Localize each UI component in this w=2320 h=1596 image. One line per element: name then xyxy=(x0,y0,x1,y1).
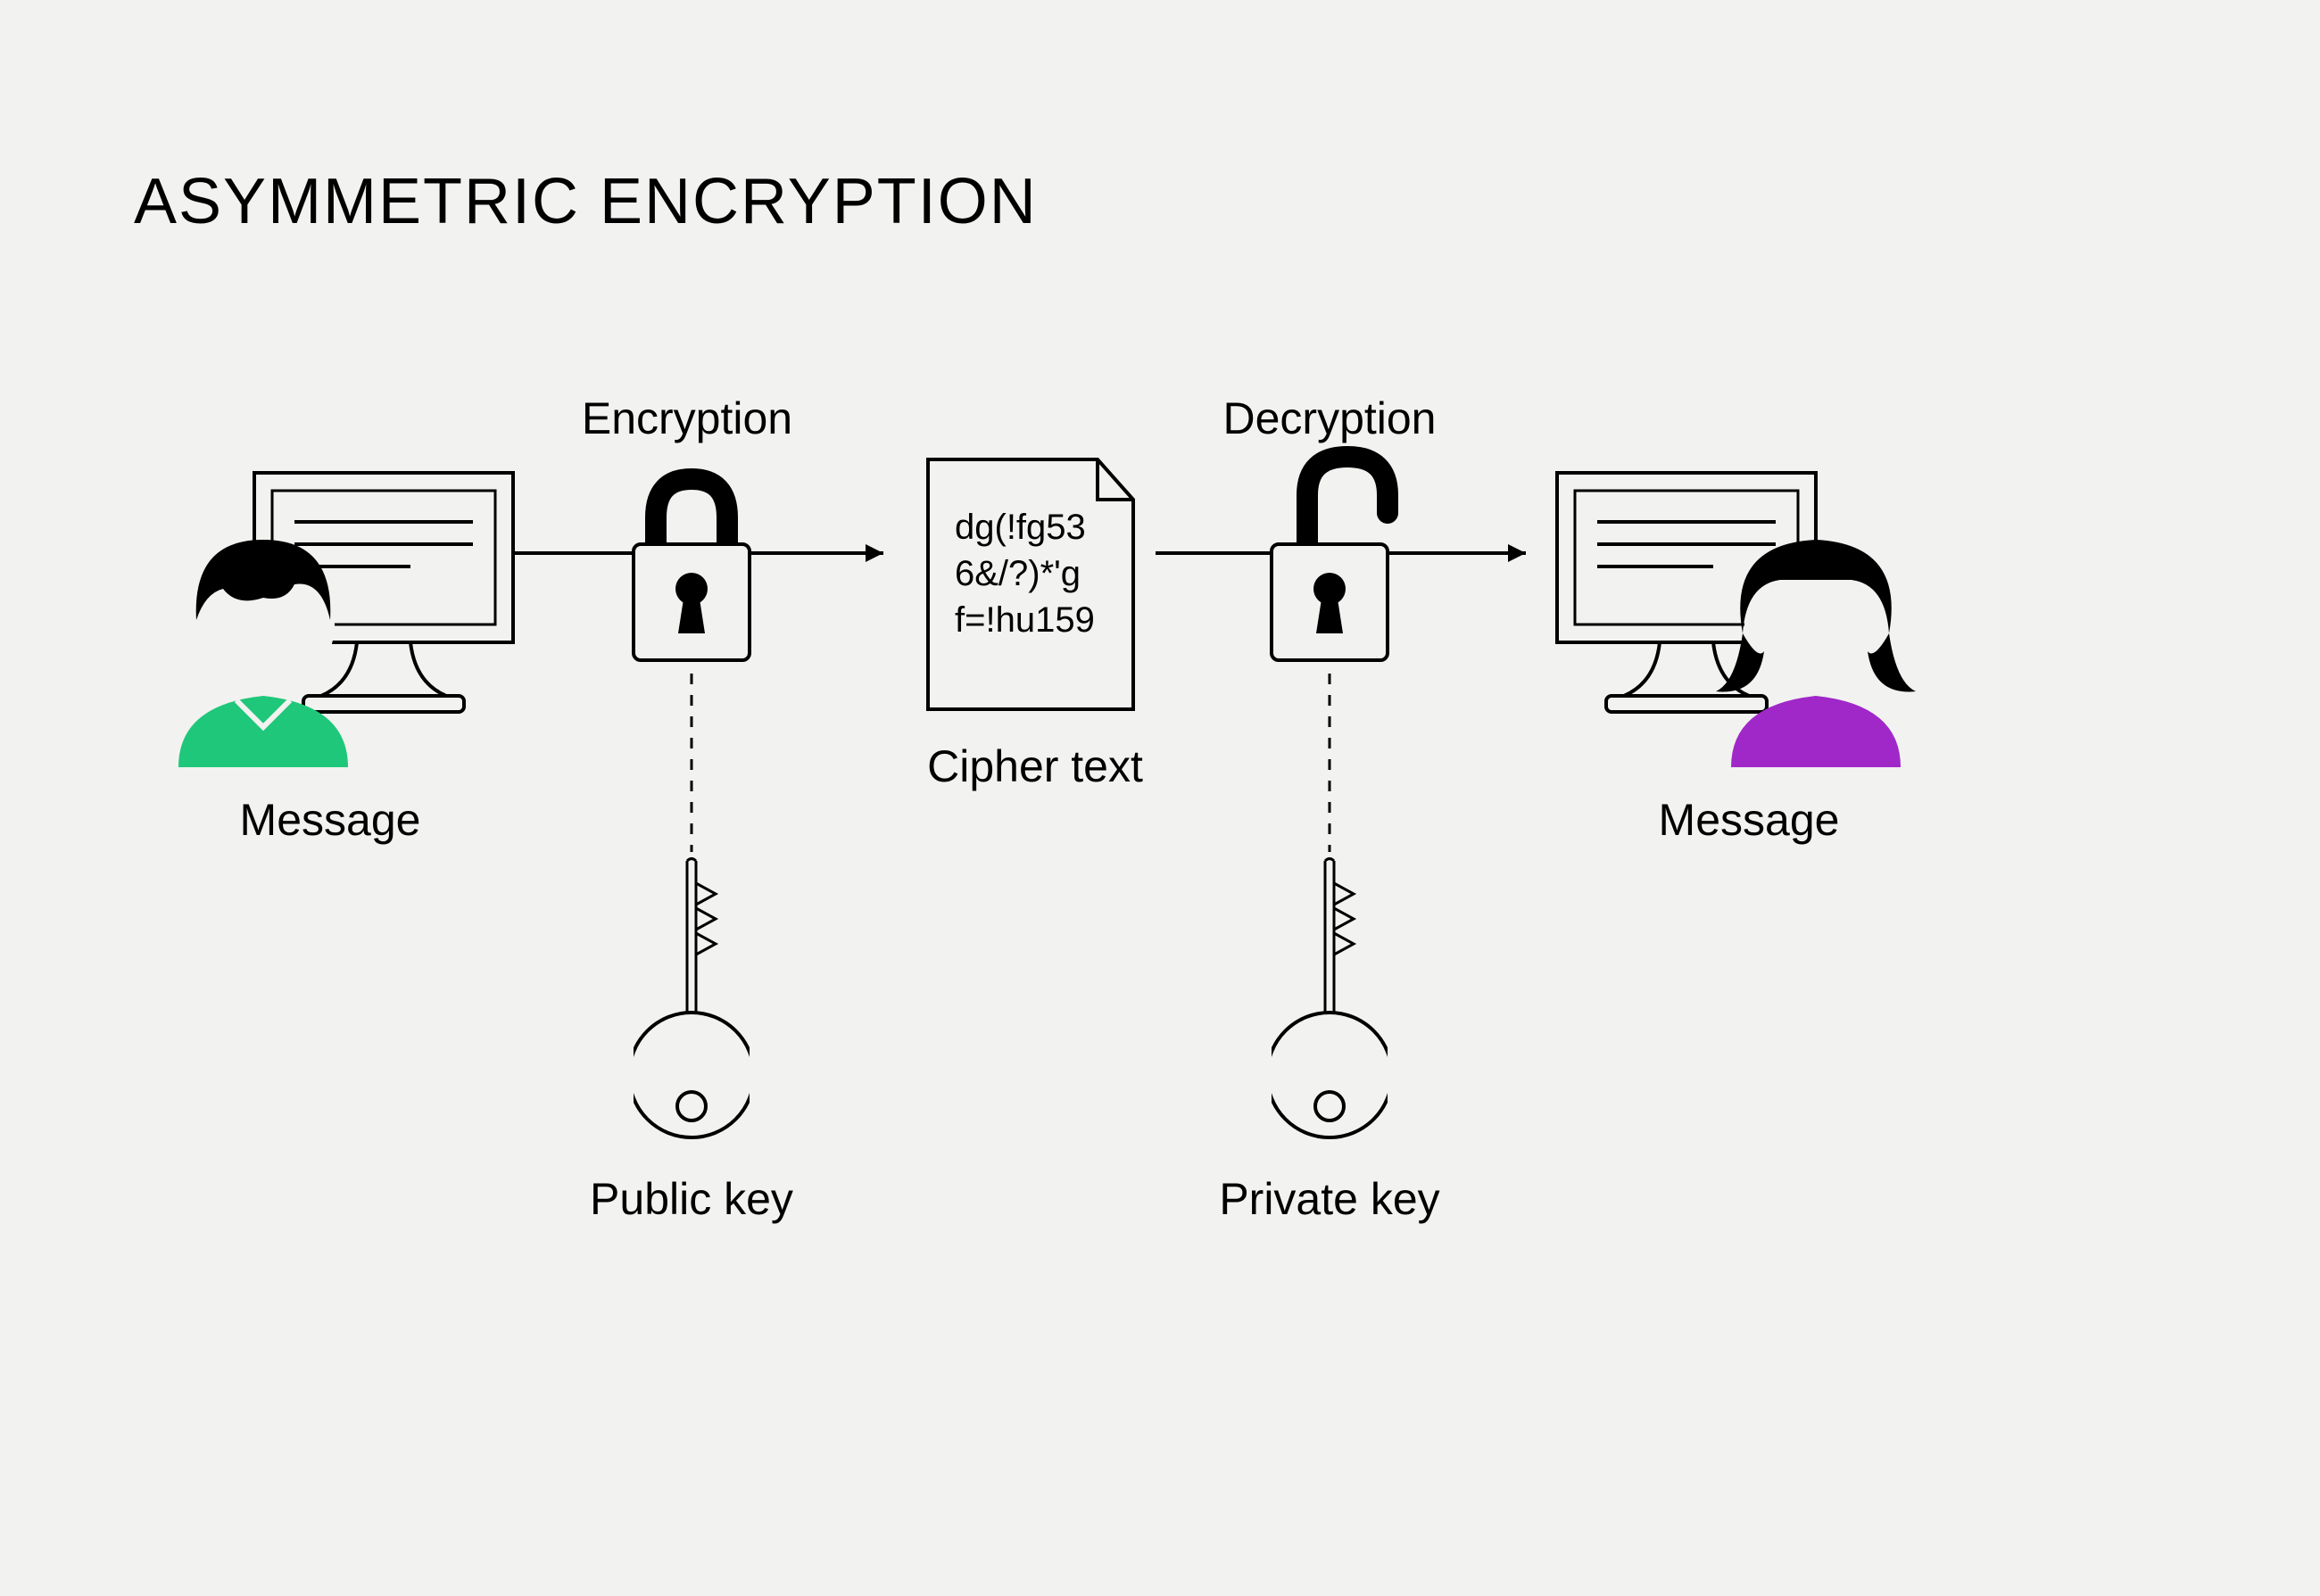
sender-label: Message xyxy=(196,794,464,846)
receiver-person-icon xyxy=(1709,517,1923,767)
cipher-label: Cipher text xyxy=(892,740,1178,792)
sender-person-icon xyxy=(161,517,366,767)
receiver-label: Message xyxy=(1615,794,1883,846)
open-lock-icon xyxy=(1263,446,1414,665)
diagram-title: ASYMMETRIC ENCRYPTION xyxy=(134,165,1038,238)
dash-line-private xyxy=(1325,674,1334,852)
cipher-line-1: 6&/?)*'g xyxy=(955,550,1081,597)
encryption-label: Encryption xyxy=(544,393,830,444)
public-key-label: Public key xyxy=(544,1173,839,1225)
closed-lock-icon xyxy=(625,468,758,665)
public-key-icon xyxy=(634,856,750,1151)
decryption-label: Decryption xyxy=(1187,393,1472,444)
private-key-label: Private key xyxy=(1178,1173,1481,1225)
private-key-icon xyxy=(1272,856,1388,1151)
encryption-diagram: Message Encryption Public key dg(!fg53 6… xyxy=(161,366,2159,1436)
cipher-line-2: f=!hu159 xyxy=(955,597,1095,643)
cipher-line-0: dg(!fg53 xyxy=(955,504,1086,550)
dash-line-public xyxy=(687,674,696,852)
